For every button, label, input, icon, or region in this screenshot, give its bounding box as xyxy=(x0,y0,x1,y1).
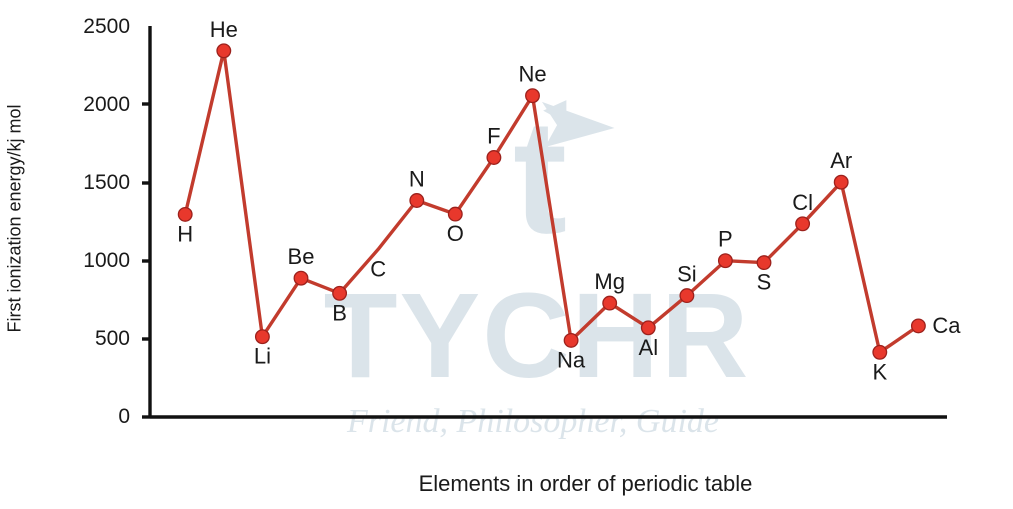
svg-text:Li: Li xyxy=(254,344,271,369)
svg-text:He: He xyxy=(210,17,238,42)
svg-text:K: K xyxy=(872,359,887,384)
svg-text:Ne: Ne xyxy=(518,62,546,87)
svg-text:Na: Na xyxy=(557,347,586,372)
svg-text:C: C xyxy=(370,256,386,281)
svg-text:Al: Al xyxy=(639,335,659,360)
svg-text:B: B xyxy=(332,300,347,325)
svg-text:Ar: Ar xyxy=(830,148,852,173)
svg-text:P: P xyxy=(718,227,733,252)
svg-text:S: S xyxy=(757,270,772,295)
svg-text:Si: Si xyxy=(677,262,697,287)
svg-text:H: H xyxy=(177,221,193,246)
svg-text:Cl: Cl xyxy=(792,190,813,215)
svg-text:F: F xyxy=(487,124,500,149)
svg-text:Be: Be xyxy=(288,244,315,269)
svg-text:N: N xyxy=(409,167,425,192)
svg-text:Mg: Mg xyxy=(594,269,625,294)
svg-text:Ca: Ca xyxy=(932,313,961,338)
svg-text:O: O xyxy=(447,221,464,246)
